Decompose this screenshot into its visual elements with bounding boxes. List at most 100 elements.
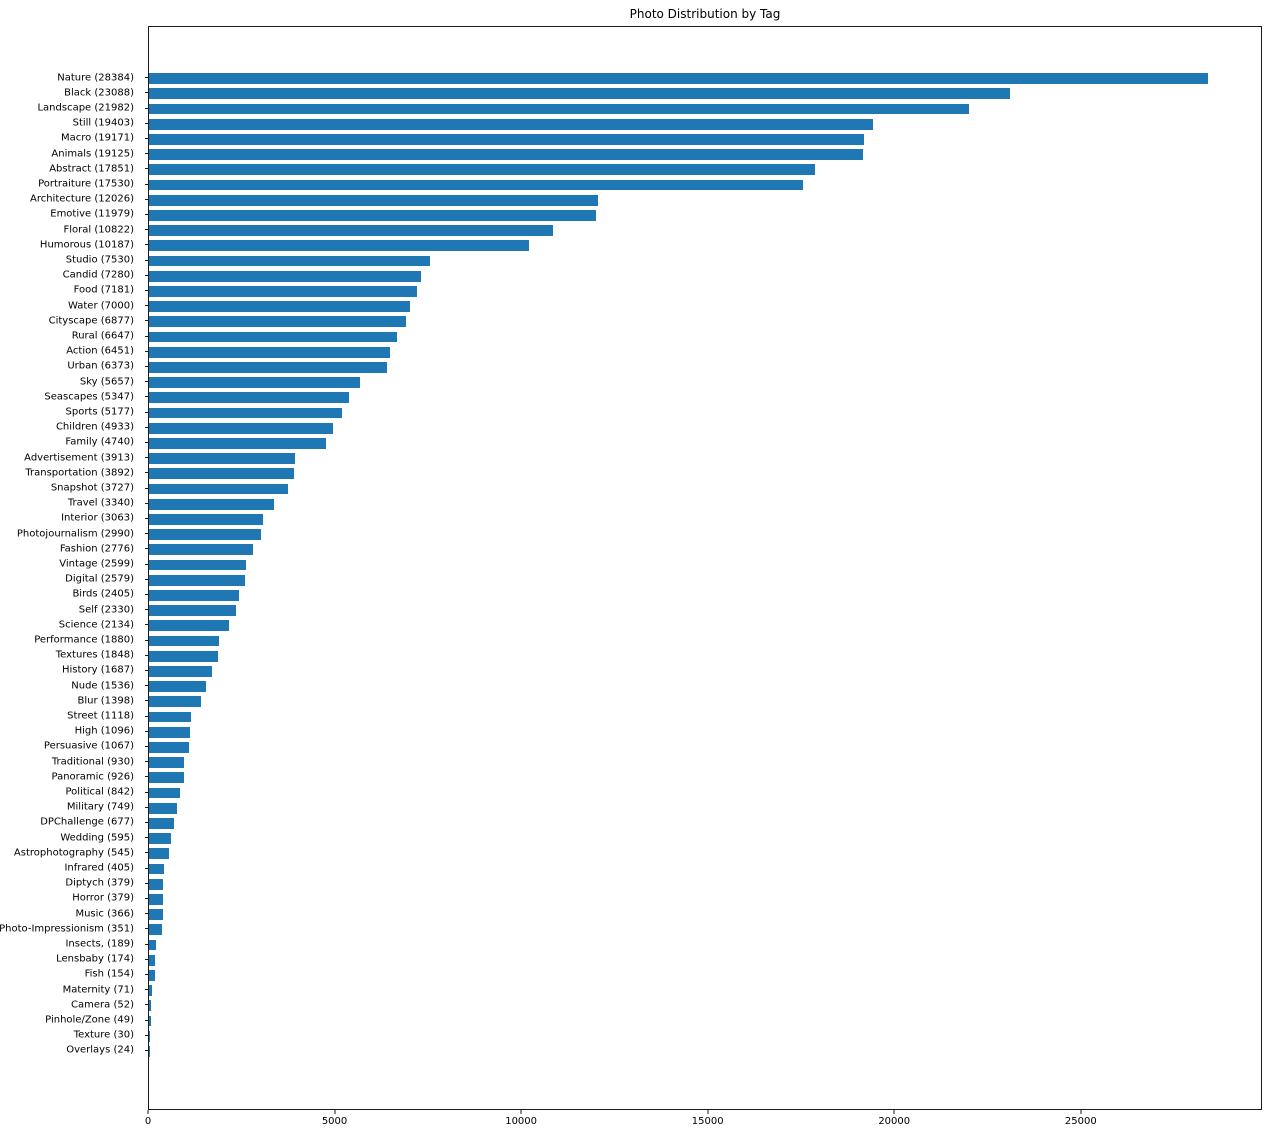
- y-tick-mark: [144, 548, 148, 550]
- bar: [149, 1000, 151, 1012]
- y-tick-label: High (1096): [74, 725, 134, 737]
- y-tick-mark: [144, 198, 148, 200]
- y-tick-label: Family (4740): [65, 436, 134, 448]
- bar: [149, 194, 598, 206]
- y-tick-label: Action (6451): [66, 345, 134, 357]
- y-tick-mark: [144, 852, 148, 854]
- bar: [149, 453, 295, 464]
- bar: [149, 909, 163, 920]
- y-tick-label: Overlays (24): [66, 1044, 134, 1056]
- bar: [149, 377, 361, 388]
- bar: [149, 666, 212, 677]
- bar: [149, 1030, 151, 1042]
- bar: [149, 711, 191, 723]
- bar: [149, 240, 530, 252]
- y-tick-mark: [144, 168, 148, 170]
- y-tick-mark: [144, 897, 148, 899]
- bar: [149, 438, 326, 449]
- x-tick-label: 10000: [505, 1116, 538, 1127]
- bar: [149, 149, 863, 160]
- x-tick-mark: [334, 1110, 336, 1114]
- bar: [149, 514, 264, 525]
- y-tick-mark: [144, 958, 148, 960]
- bar: [149, 346, 390, 358]
- y-tick-label: Animals (19125): [51, 148, 134, 160]
- y-tick-mark: [144, 973, 148, 975]
- y-tick-mark: [144, 654, 148, 656]
- y-tick-label: Sky (5657): [79, 376, 134, 388]
- y-tick-label: Snapshot (3727): [50, 482, 134, 494]
- y-tick-label: Black (23088): [64, 87, 134, 99]
- y-tick-mark: [144, 153, 148, 155]
- bar: [149, 392, 349, 404]
- x-tick-label: 5000: [321, 1116, 348, 1127]
- bar: [149, 407, 343, 419]
- y-tick-label: Performance (1880): [34, 634, 134, 646]
- y-tick-label: Persuasive (1067): [43, 740, 134, 752]
- bar: [149, 878, 164, 890]
- y-tick-mark: [144, 776, 148, 778]
- y-tick-label: Photo-Impressionism (351): [0, 923, 134, 935]
- y-tick-label: History (1687): [61, 664, 134, 676]
- y-tick-mark: [144, 821, 148, 823]
- y-tick-label: Maternity (71): [62, 984, 134, 996]
- y-tick-mark: [144, 593, 148, 595]
- y-tick-label: Macro (19171): [60, 132, 134, 144]
- y-tick-mark: [144, 730, 148, 732]
- bar: [149, 225, 553, 236]
- y-tick-label: Pinhole/Zone (49): [45, 1014, 134, 1026]
- y-tick-label: Studio (7530): [65, 254, 134, 266]
- x-tick-label: 0: [144, 1116, 152, 1127]
- y-tick-label: Texture (30): [73, 1029, 134, 1041]
- bar: [149, 164, 816, 176]
- y-tick-label: Music (366): [75, 908, 134, 920]
- y-tick-mark: [144, 609, 148, 611]
- y-tick-mark: [144, 365, 148, 367]
- bar: [149, 742, 189, 753]
- y-tick-mark: [144, 639, 148, 641]
- y-tick-mark: [144, 487, 148, 489]
- y-tick-label: Lensbaby (174): [56, 953, 134, 965]
- bar: [149, 73, 1209, 84]
- bar: [149, 498, 274, 510]
- bar: [149, 772, 184, 784]
- bar: [149, 134, 865, 145]
- bar: [149, 559, 246, 571]
- y-tick-label: Nude (1536): [71, 680, 134, 692]
- y-tick-mark: [144, 578, 148, 580]
- chart-title: Photo Distribution by Tag: [629, 7, 781, 21]
- y-tick-label: Astrophotography (545): [13, 847, 134, 859]
- y-tick-label: Sports (5177): [65, 406, 135, 418]
- y-tick-label: Still (19403): [72, 117, 134, 129]
- x-tick-mark: [147, 1110, 149, 1114]
- y-tick-mark: [144, 806, 148, 808]
- y-tick-label: Fish (154): [84, 968, 134, 980]
- bar: [149, 787, 181, 799]
- bar: [149, 483, 289, 495]
- bar: [149, 681, 207, 692]
- y-tick-mark: [144, 411, 148, 413]
- bar: [149, 970, 155, 981]
- y-tick-label: Humorous (10187): [39, 239, 134, 251]
- x-axis: 0 5000 10000 15000 20000 25000: [144, 1110, 1262, 1134]
- x-tick-mark: [893, 1110, 895, 1114]
- bar: [149, 422, 334, 434]
- bar: [149, 210, 596, 221]
- y-tick-label: Portraiture (17530): [38, 178, 134, 190]
- y-tick-mark: [144, 183, 148, 185]
- y-tick-mark: [144, 502, 148, 504]
- y-tick-label: Seascapes (5347): [44, 391, 134, 403]
- y-tick-mark: [144, 867, 148, 869]
- y-tick-mark: [144, 244, 148, 246]
- y-tick-mark: [144, 1049, 148, 1051]
- y-tick-mark: [144, 928, 148, 930]
- bar: [149, 650, 218, 662]
- y-tick-mark: [144, 1034, 148, 1036]
- y-tick-mark: [144, 213, 148, 215]
- bar: [149, 833, 172, 844]
- y-tick-mark: [144, 943, 148, 945]
- y-tick-mark: [144, 563, 148, 565]
- bar: [149, 696, 202, 708]
- y-tick-mark: [144, 700, 148, 702]
- bar: [149, 270, 421, 282]
